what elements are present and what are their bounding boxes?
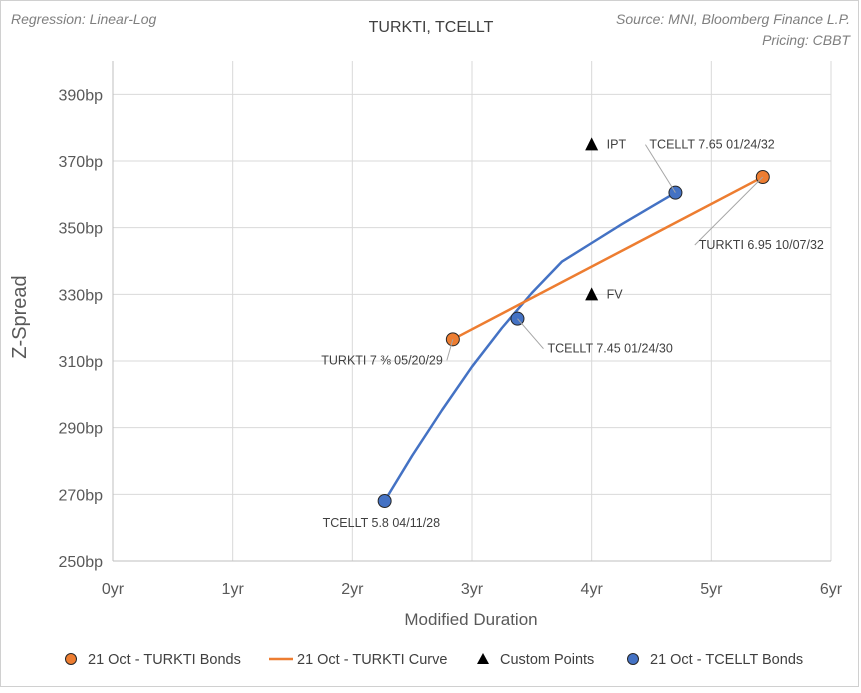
y-tick-label: 330bp bbox=[59, 287, 104, 304]
x-tick-label: 6yr bbox=[820, 581, 843, 598]
x-tick-label: 3yr bbox=[461, 581, 484, 598]
pricing-note: Pricing: CBBT bbox=[762, 32, 851, 48]
legend-entry: Custom Points bbox=[500, 652, 594, 668]
y-tick-label: 270bp bbox=[59, 487, 104, 504]
y-tick-label: 290bp bbox=[59, 421, 104, 438]
legend-marker-triangle bbox=[477, 653, 489, 664]
legend: 21 Oct - TURKTI Bonds 21 Oct - TURKTI Cur… bbox=[65, 652, 803, 668]
legend-entry: 21 Oct - TCELLT Bonds bbox=[650, 652, 803, 668]
bond-label: TCELLT 5.8 04/11/28 bbox=[323, 516, 440, 530]
tcellt-curve-line bbox=[383, 191, 677, 502]
x-tick-label: 2yr bbox=[341, 581, 364, 598]
y-tick-label: 350bp bbox=[59, 221, 104, 238]
custom-point-triangle bbox=[585, 287, 599, 301]
gridlines bbox=[113, 61, 832, 561]
legend-entry: 21 Oct - TURKTI Bonds bbox=[88, 652, 241, 668]
regression-note: Regression: Linear-Log bbox=[11, 11, 156, 27]
source-note: Source: MNI, Bloomberg Finance L.P. bbox=[616, 11, 850, 27]
y-tick-label: 250bp bbox=[59, 554, 104, 571]
x-tick-label: 5yr bbox=[700, 581, 723, 598]
tcellt-bond-point bbox=[377, 494, 392, 508]
x-tick-label: 1yr bbox=[222, 581, 245, 598]
custom-point-label: FV bbox=[607, 287, 624, 301]
legend-marker-circle bbox=[627, 653, 639, 665]
y-tick-label: 310bp bbox=[59, 354, 104, 371]
custom-point-triangle bbox=[585, 137, 599, 151]
label-leader-line bbox=[517, 318, 544, 349]
label-leader-line bbox=[645, 144, 676, 193]
x-axis-title: Modified Duration bbox=[404, 610, 537, 629]
chart-title: TURKTI, TCELLT bbox=[369, 19, 494, 36]
y-axis-title: Z-Spread bbox=[9, 275, 31, 358]
plot-series bbox=[377, 137, 770, 508]
label-leader-line bbox=[694, 176, 764, 246]
x-tick-label: 0yr bbox=[102, 581, 125, 598]
legend-entry: 21 Oct - TURKTI Curve bbox=[297, 652, 447, 668]
bond-label: TURKTI 6.95 10/07/32 bbox=[699, 238, 824, 252]
x-tick-label: 4yr bbox=[581, 581, 604, 598]
axes: 250bp 270bp 290bp 310bp 330bp 350bp 370bp 390bp… bbox=[59, 61, 843, 598]
legend-marker-circle bbox=[65, 653, 77, 665]
y-tick-label: 370bp bbox=[59, 154, 104, 171]
label-leader-line bbox=[446, 339, 454, 361]
bond-label: TCELLT 7.65 01/24/32 bbox=[649, 138, 774, 152]
turkti-curve-line bbox=[452, 175, 764, 341]
bond-label: TCELLT 7.45 01/24/30 bbox=[547, 342, 672, 356]
custom-point-label: IPT bbox=[607, 137, 627, 151]
bond-label: TURKTI 7 ⅜ 05/20/29 bbox=[321, 353, 443, 367]
y-tick-label: 390bp bbox=[59, 87, 104, 104]
point-labels: TURKTI 7 ⅜ 05/20/29 TURKTI 6.95 10/07/32 I… bbox=[321, 137, 824, 530]
